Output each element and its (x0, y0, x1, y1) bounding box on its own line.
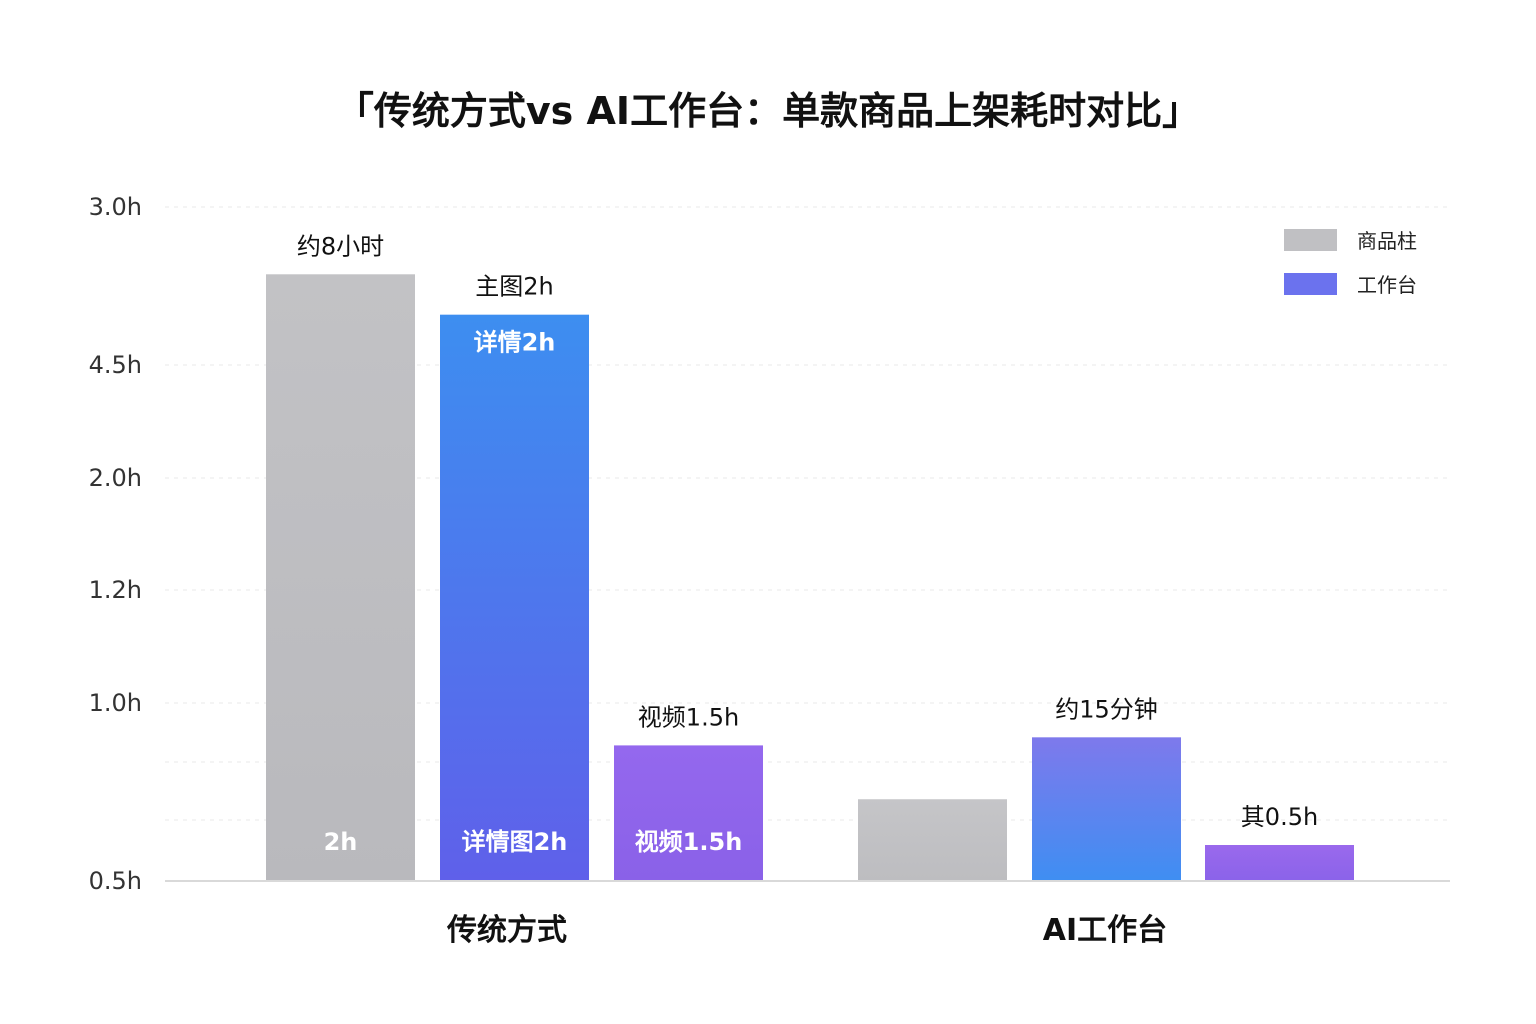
y-tick-label: 4.5h (89, 351, 142, 379)
bar-传统方式-1 (440, 314, 589, 880)
bar-top-label: 视频1.5h (638, 703, 739, 731)
legend-swatch (1284, 229, 1337, 251)
bar-AI工作台-3 (858, 799, 1007, 880)
grid-layer (165, 206, 1450, 882)
x-axis-categories: 传统方式 AI工作台 (446, 913, 1167, 948)
y-tick-label: 2.0h (89, 464, 142, 492)
bar-inside-top-label: 详情2h (474, 329, 556, 357)
y-tick-label: 3.0h (89, 193, 142, 221)
y-tick-label: 1.2h (89, 576, 142, 604)
y-axis-ticks: 3.0h 4.5h 2.0h 1.2h 1.0h 0.5h (89, 193, 142, 895)
bars (266, 274, 1354, 880)
legend-label: 工作台 (1357, 273, 1417, 297)
y-tick-label: 0.5h (89, 867, 142, 895)
y-tick-label: 1.0h (89, 689, 142, 717)
bar-inside-bottom-label: 详情图2h (462, 828, 568, 856)
bar-AI工作台-4 (1032, 737, 1181, 880)
x-category-label: 传统方式 (446, 913, 567, 948)
bar-labels: 约8小时 2h 主图2h 详情2h 详情图2h 视频1.5h 视频1.5h 约15分钟其0.5… (297, 232, 1318, 856)
bar-top-label: 其0.5h (1241, 803, 1318, 831)
bar-传统方式-2 (614, 745, 763, 880)
x-category-label: AI工作台 (1043, 913, 1167, 948)
bar-top-label: 约8小时 (297, 232, 384, 260)
bar-top-label: 约15分钟 (1055, 695, 1158, 723)
bar-传统方式-0 (266, 274, 415, 880)
bar-AI工作台-5 (1205, 845, 1354, 880)
bar-inside-bottom-label: 视频1.5h (635, 828, 743, 856)
bar-inside-bottom-label: 2h (324, 828, 358, 856)
bar-top-label: 主图2h (475, 273, 553, 301)
legend-label: 商品柱 (1357, 229, 1417, 253)
legend-swatch (1284, 273, 1337, 295)
chart-title: 「传统方式vs AI工作台：单款商品上架耗时对比」 (336, 89, 1200, 133)
